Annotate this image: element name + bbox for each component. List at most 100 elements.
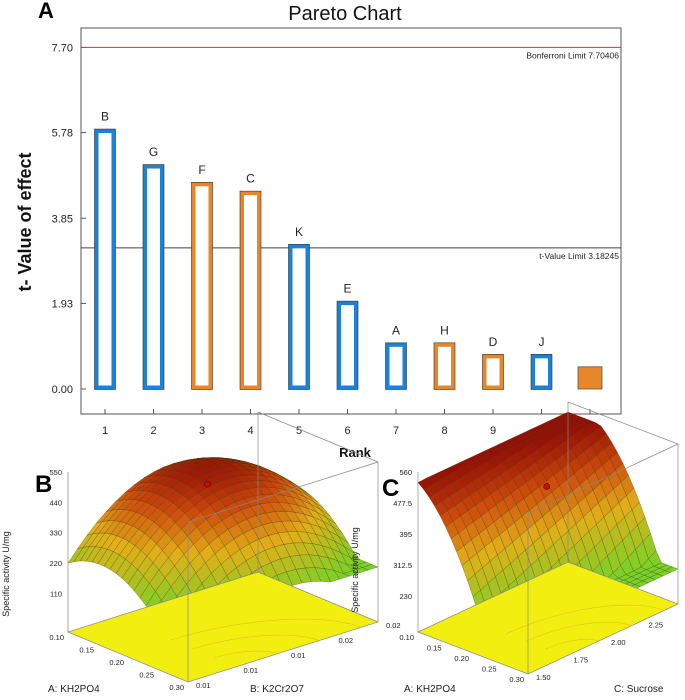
contour-line [192, 634, 320, 650]
y-tick-label: 2.00 [611, 638, 626, 647]
bar [385, 342, 407, 390]
y-tick-label: 0.00 [52, 384, 73, 396]
bar-label: J [539, 335, 545, 349]
reference-line-label: Bonferroni Limit 7.70406 [526, 50, 619, 60]
box-edge [567, 401, 679, 445]
x-tick-label: 1 [102, 425, 108, 437]
bar-outline [142, 164, 165, 390]
x-tick-label: 0.30 [509, 675, 524, 684]
y-tick-label: 0.01 [196, 681, 211, 690]
panel-letter-a: A [38, 0, 54, 23]
y-tick-label: 0.01 [291, 651, 306, 660]
x-tick-label: 8 [441, 425, 447, 437]
x-tick-label: 2 [150, 425, 156, 437]
bar-label: C [246, 172, 255, 186]
bar [191, 182, 213, 390]
contour-line [213, 650, 278, 659]
bar-outline [288, 244, 310, 390]
bar-label: E [343, 282, 351, 296]
box-edge [257, 411, 379, 463]
surface-c-z-label: Specific activity U/mg [350, 527, 360, 613]
bar-outline [239, 190, 262, 390]
bar [94, 129, 116, 390]
design-point-marker [204, 480, 211, 488]
bar-label: G [149, 145, 158, 159]
bar-label: D [489, 335, 498, 349]
bar [240, 191, 261, 390]
bar-outline [482, 354, 504, 390]
z-tick-label: 395 [399, 530, 412, 539]
z-tick-label: 230 [399, 592, 412, 601]
y-axis-label: t- Value of effect [15, 152, 35, 291]
contour-line [170, 618, 361, 641]
y-tick-label: 1.75 [574, 656, 589, 665]
x-tick-label: 0.15 [79, 646, 94, 655]
box-edge [527, 443, 679, 515]
y-tick-label: 0.01 [244, 666, 259, 675]
bar-label: A [392, 323, 400, 337]
bar-label: B [101, 110, 109, 124]
surface-plot-b-panel: B 110 220 330 440 550 0.10 0.15 0.20 0.25 0.30 0.0… [1, 411, 401, 695]
contour-line [525, 621, 632, 642]
x-tick-label: 7 [393, 425, 399, 437]
x-tick-label: 0.15 [427, 644, 442, 653]
bar-label: F [198, 163, 205, 177]
bar [482, 354, 504, 390]
surface-plot-c-panel: C 230 312.5 395 477.5 560 0.10 0.15 0.20 0.25 0.3… [350, 401, 679, 695]
z-tick-label: 440 [49, 498, 62, 507]
y-tick-label: 7.70 [52, 43, 73, 55]
plot-area-frame [80, 27, 622, 415]
y-tick-label: 0.02 [386, 621, 401, 630]
x-tick-label: 0.20 [454, 654, 469, 663]
z-tick-label: 220 [49, 559, 62, 568]
contour-line [505, 604, 665, 635]
y-tick-label: 2.25 [649, 621, 664, 630]
x-tick-label: 3 [199, 425, 205, 437]
bar [288, 244, 310, 390]
y-tick-label: 0.02 [339, 636, 354, 645]
bar [577, 366, 603, 390]
bar [143, 164, 164, 390]
y-tick-label: 1.93 [52, 298, 73, 310]
surface-b-x-label: A: KH2PO4 [48, 684, 100, 695]
surface-b-y-label: B: K2Cr2O7 [250, 684, 304, 695]
x-tick-label: 4 [247, 425, 253, 437]
contour-line [545, 639, 599, 650]
bar-outline [191, 181, 213, 390]
surface-b-axes: 110 220 330 440 550 0.10 0.15 0.20 0.25 0.30 0.01 0… [49, 411, 401, 692]
bar-outline [433, 342, 456, 390]
surface-b-z-label: Specific activity U/mg [1, 531, 11, 617]
z-tick-label: 550 [49, 468, 62, 477]
z-tick-label: 110 [50, 589, 62, 598]
x-tick-label: 6 [344, 425, 350, 437]
bar-label: H [440, 323, 449, 337]
z-tick-label: 477.5 [393, 499, 412, 508]
x-tick-label: 0.25 [139, 671, 154, 680]
surface-c-axes: 230 312.5 395 477.5 560 0.10 0.15 0.20 0.25 0.30 1… [393, 401, 679, 684]
bar-outline [530, 354, 553, 390]
bar-outline [385, 342, 407, 390]
z-tick-label: 312.5 [393, 561, 412, 570]
bar-label: K [295, 225, 303, 239]
z-tick-label: 560 [399, 468, 412, 477]
x-tick-label: 5 [296, 425, 302, 437]
bar-outline [94, 128, 116, 390]
bar-outline [336, 300, 359, 390]
bar [337, 301, 358, 390]
bar [434, 342, 455, 390]
reference-line-label: t-Value Limit 3.18245 [539, 251, 619, 261]
panel-letter-b: B [35, 471, 52, 498]
x-tick-label: 0.30 [169, 683, 184, 692]
pareto-marks: 0.001.933.855.787.701234567891011Bonferr… [52, 43, 621, 437]
surface-c-y-label: C: Sucrose [614, 684, 664, 695]
chart-title: Pareto Chart [288, 3, 402, 25]
panel-letter-c: C [382, 475, 399, 502]
y-tick-label: 1.50 [536, 673, 551, 682]
surface-c-x-label: A: KH2PO4 [404, 684, 456, 695]
y-tick-label: 3.85 [52, 213, 73, 225]
z-tick-label: 330 [49, 529, 62, 538]
x-tick-label: 9 [490, 425, 496, 437]
box-edge [187, 461, 379, 523]
x-tick-label: 0.10 [399, 633, 414, 642]
